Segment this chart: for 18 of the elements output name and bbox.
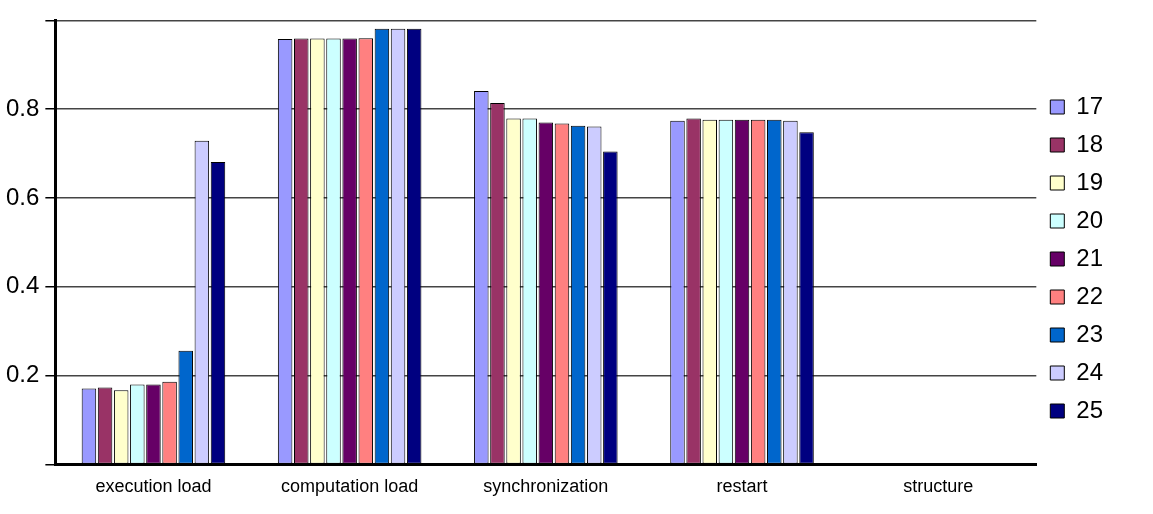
- x-tick-label: synchronization: [483, 476, 609, 497]
- legend-label: 25: [1076, 395, 1104, 423]
- legend-label: 21: [1076, 243, 1104, 271]
- legend-label: 17: [1076, 91, 1104, 119]
- y-tick-label: 0.6: [5, 182, 40, 210]
- legend-label: 24: [1076, 357, 1104, 385]
- legend-label: 18: [1076, 129, 1104, 157]
- x-tick-label: restart: [716, 476, 768, 497]
- y-tick-label: 0.4: [5, 271, 40, 299]
- y-tick-label: 0.2: [5, 360, 40, 388]
- legend-label: 19: [1076, 167, 1104, 195]
- legend-label: 22: [1076, 281, 1104, 309]
- x-tick-label: structure: [903, 476, 974, 497]
- legend-label: 23: [1076, 319, 1104, 347]
- y-tick-label: 0.8: [5, 93, 40, 121]
- legend-label: 20: [1076, 205, 1104, 233]
- x-tick-label: execution load: [95, 476, 212, 497]
- x-tick-label: computation load: [281, 476, 419, 497]
